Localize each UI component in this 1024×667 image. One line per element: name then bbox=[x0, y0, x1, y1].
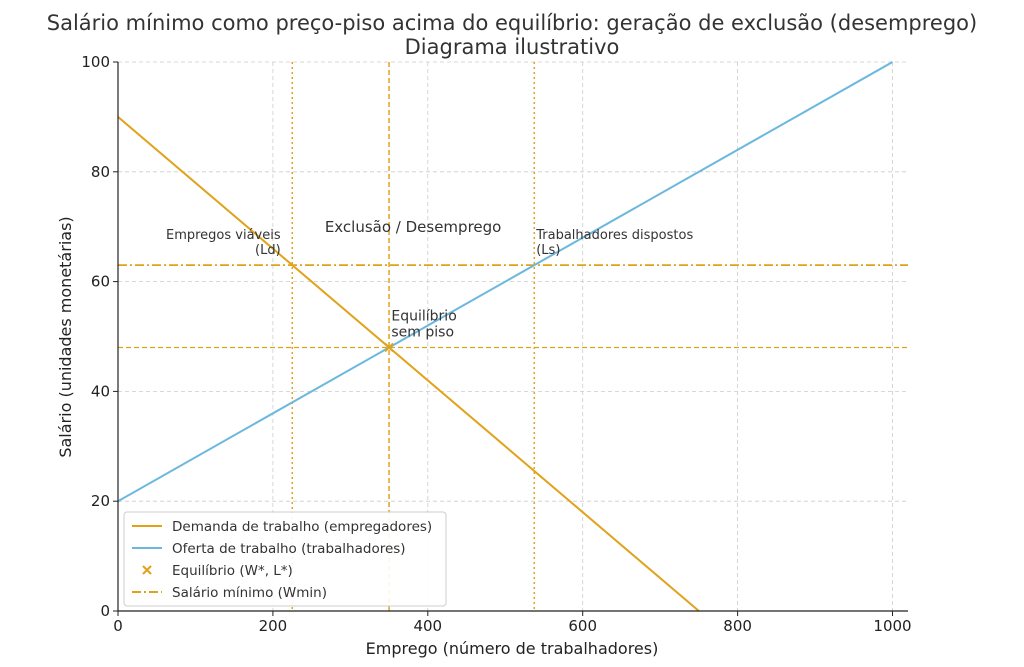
x-tick-label: 600 bbox=[568, 617, 597, 635]
equilibrium-marker-stroke bbox=[384, 342, 394, 353]
x-tick-label: 800 bbox=[723, 617, 752, 635]
chart-subtitle: Diagrama ilustrativo bbox=[405, 35, 620, 59]
y-tick-label: 20 bbox=[91, 492, 110, 510]
supply-line bbox=[117, 61, 894, 503]
x-tick-label: 400 bbox=[413, 617, 442, 635]
y-tick-label: 0 bbox=[100, 602, 110, 620]
annotation-eq: sem piso bbox=[391, 325, 454, 341]
axes bbox=[113, 61, 908, 616]
annotations: Empregos viáveis(Ld) Trabalhadores dispos… bbox=[166, 218, 693, 340]
y-tick-label: 60 bbox=[91, 273, 110, 291]
legend-equilibrium-label: Equilíbrio (W*, L*) bbox=[172, 563, 293, 579]
legend-demand-label: Demanda de trabalho (empregadores) bbox=[172, 519, 432, 535]
annotation-exclusion: Exclusão / Desemprego bbox=[325, 218, 502, 236]
annotation-ls: Trabalhadores dispostos bbox=[535, 228, 693, 243]
annotation-eq: Equilíbrio bbox=[391, 308, 456, 324]
markers bbox=[384, 342, 394, 353]
x-axis-label: Emprego (número de trabalhadores) bbox=[366, 639, 659, 658]
demand-line bbox=[117, 116, 700, 612]
annotation-ld: Empregos viáveis bbox=[166, 228, 281, 243]
chart-title: Salário mínimo como preço-piso acima do … bbox=[47, 11, 977, 35]
equilibrium-marker bbox=[384, 342, 394, 353]
y-tick-label: 100 bbox=[81, 53, 110, 71]
legend-min-wage-label: Salário mínimo (Wmin) bbox=[172, 585, 327, 601]
annotation-ld: (Ld) bbox=[255, 243, 281, 258]
x-tick-label: 200 bbox=[259, 617, 288, 635]
tick-labels: 0 200 400 600 800 1000 0 20 40 60 80 100 bbox=[81, 53, 911, 635]
legend: Demanda de trabalho (empregadores) Oferta… bbox=[123, 511, 447, 607]
legend-equilibrium-swatch bbox=[142, 565, 152, 575]
legend-box bbox=[123, 511, 447, 607]
x-tick-label: 1000 bbox=[873, 617, 911, 635]
series-lines bbox=[117, 61, 894, 612]
x-tick-label: 0 bbox=[113, 617, 123, 635]
y-axis-label: Salário (unidades monetárias) bbox=[56, 216, 75, 457]
y-tick-label: 80 bbox=[91, 163, 110, 181]
y-tick-label: 40 bbox=[91, 382, 110, 400]
annotation-ls: (Ls) bbox=[536, 243, 560, 258]
legend-supply-label: Oferta de trabalho (trabalhadores) bbox=[172, 541, 406, 557]
